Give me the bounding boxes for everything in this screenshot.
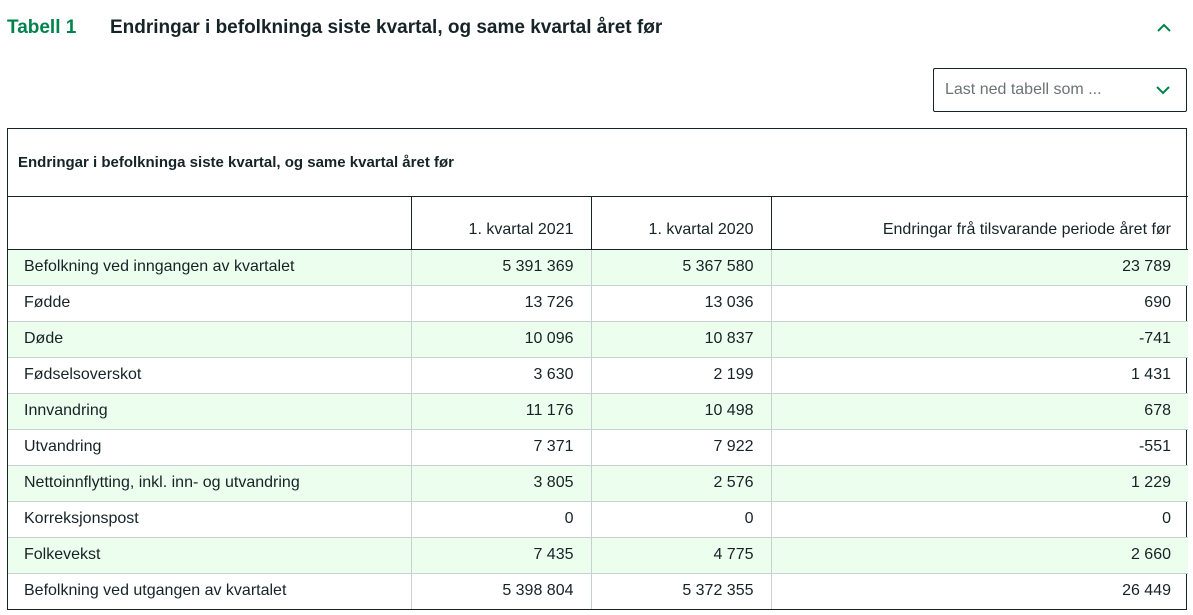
row-label-cell: Utvandring [8,429,412,466]
value-cell: 678 [771,393,1188,430]
value-cell: 690 [771,285,1188,322]
value-cell: 2 576 [591,465,772,502]
table-row: Folkevekst 7 435 4 775 2 660 [8,537,1188,574]
row-label-cell: Folkevekst [8,537,412,574]
value-cell: 11 176 [411,393,592,430]
table-number-label: Tabell 1 [7,17,77,38]
value-cell: -551 [771,429,1188,466]
table-row: Korreksjonspost 0 0 0 [8,501,1188,538]
value-cell: 7 922 [591,429,772,466]
table-head: 1. kvartal 2021 1. kvartal 2020 Endringar … [8,197,1188,250]
value-cell: 1 431 [771,357,1188,394]
value-cell: 10 837 [591,321,772,358]
table-row: Utvandring 7 371 7 922 -551 [8,429,1188,466]
row-label-cell: Korreksjonspost [8,501,412,538]
value-cell: 1 229 [771,465,1188,502]
value-cell: 0 [771,501,1188,538]
table-row: Befolkning ved inngangen av kvartalet 5 3… [8,249,1188,286]
value-cell: 4 775 [591,537,772,574]
row-label-cell: Fødselsoverskot [8,357,412,394]
statistics-table-container: Endringar i befolkninga siste kvartal, o… [7,128,1188,610]
row-label-cell: Befolkning ved utgangen av kvartalet [8,573,412,609]
value-cell: 5 372 355 [591,573,772,609]
table-caption: Endringar i befolkninga siste kvartal, o… [8,129,1188,197]
value-cell: 3 630 [411,357,592,394]
value-cell: 23 789 [771,249,1188,286]
value-cell: 10 096 [411,321,592,358]
value-cell: 5 367 580 [591,249,772,286]
column-header: 1. kvartal 2021 [411,197,592,250]
value-cell: 7 371 [411,429,592,466]
table-row: Fødde 13 726 13 036 690 [8,285,1188,322]
value-cell: 0 [591,501,772,538]
table-row: Innvandring 11 176 10 498 678 [8,393,1188,430]
value-cell: 3 805 [411,465,592,502]
table-header: Tabell 1 Endringar i befolkninga siste k… [0,0,1193,56]
value-cell: 0 [411,501,592,538]
row-label-cell: Nettoinnflytting, inkl. inn- og utvandri… [8,465,412,502]
table-heading: Endringar i befolkninga siste kvartal, o… [110,17,663,38]
value-cell: 13 036 [591,285,772,322]
row-label-cell: Døde [8,321,412,358]
value-cell: 7 435 [411,537,592,574]
value-cell: 2 660 [771,537,1188,574]
row-label-cell: Innvandring [8,393,412,430]
chevron-down-icon [1156,86,1170,95]
value-cell: -741 [771,321,1188,358]
column-header: Endringar frå tilsvarande periode året f… [771,197,1188,250]
value-cell: 13 726 [411,285,592,322]
value-cell: 26 449 [1122,582,1171,600]
table-row: Fødselsoverskot 3 630 2 199 1 431 [8,357,1188,394]
collapse-button[interactable] [1150,16,1178,40]
download-select-placeholder: Last ned tabell som ... [945,81,1102,98]
column-header [8,197,412,250]
table-body: Befolkning ved inngangen av kvartalet 5 3… [8,249,1188,609]
statistics-table: Endringar i befolkninga siste kvartal, o… [8,129,1188,609]
table-row: Døde 10 096 10 837 -741 [8,321,1188,358]
value-cell: 10 498 [591,393,772,430]
download-table-select[interactable]: Last ned tabell som ... [933,68,1187,112]
table-row: Befolkning ved utgangen av kvartalet 5 39… [8,573,1188,609]
value-cell: 2 199 [591,357,772,394]
row-label-cell: Befolkning ved inngangen av kvartalet [8,249,412,286]
value-cell: 5 391 369 [411,249,592,286]
table-row: Nettoinnflytting, inkl. inn- og utvandri… [8,465,1188,502]
value-cell: 5 398 804 [411,573,592,609]
column-header: 1. kvartal 2020 [591,197,772,250]
chevron-up-icon [1157,23,1171,32]
row-label-cell: Fødde [8,285,412,322]
